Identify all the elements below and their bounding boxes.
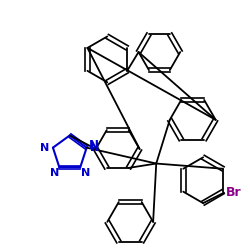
Text: N: N bbox=[40, 143, 49, 153]
Text: N: N bbox=[90, 143, 100, 153]
Text: Br: Br bbox=[226, 186, 242, 199]
Text: N: N bbox=[89, 139, 99, 152]
Text: N: N bbox=[81, 168, 90, 178]
Text: N: N bbox=[50, 168, 59, 178]
